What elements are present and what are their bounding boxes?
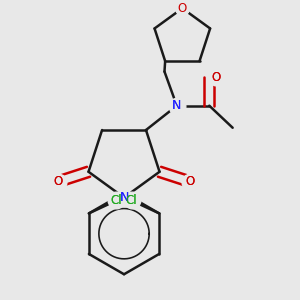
Text: O: O bbox=[212, 70, 221, 84]
Text: O: O bbox=[186, 175, 195, 188]
Text: O: O bbox=[186, 175, 195, 188]
Text: N: N bbox=[172, 99, 182, 112]
Text: Cl: Cl bbox=[111, 194, 122, 207]
Text: Cl: Cl bbox=[126, 194, 137, 207]
Text: O: O bbox=[212, 70, 221, 84]
Text: N: N bbox=[172, 99, 182, 112]
Text: Cl: Cl bbox=[111, 194, 122, 207]
Text: N: N bbox=[119, 191, 129, 204]
Text: O: O bbox=[53, 175, 62, 188]
Text: O: O bbox=[53, 175, 62, 188]
Text: N: N bbox=[119, 191, 129, 204]
Text: Cl: Cl bbox=[126, 194, 137, 207]
Text: O: O bbox=[178, 2, 187, 15]
